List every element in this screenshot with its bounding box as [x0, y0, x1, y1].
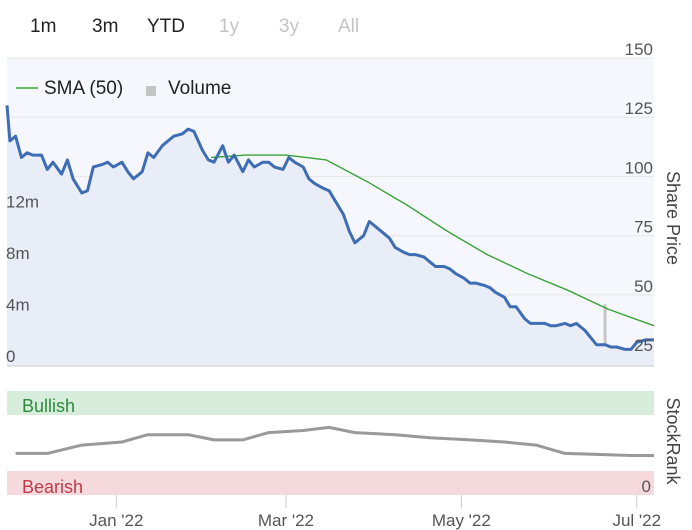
- share-price-axis-title: Share Price: [663, 171, 683, 265]
- volume-bar: [603, 304, 607, 366]
- chart-legend: SMA (50) Volume: [16, 78, 231, 99]
- volume-tick-label: 8m: [6, 244, 30, 263]
- sma-legend-label: SMA (50): [44, 78, 123, 99]
- price-tick-label: 150: [625, 40, 653, 59]
- range-ytd-button[interactable]: YTD: [147, 16, 185, 37]
- bullish-zone: [7, 391, 654, 415]
- volume-tick-label: 0: [6, 347, 15, 366]
- volume-tick-label: 4m: [6, 296, 30, 315]
- date-tick-label: May '22: [432, 511, 491, 530]
- bearish-zone: [7, 471, 654, 495]
- volume-legend-swatch: [146, 86, 156, 96]
- price-area-fill: [7, 105, 654, 367]
- time-range-selector: 1m 3m YTD 1y 3y All: [0, 0, 400, 56]
- share-price-line: [5, 105, 654, 351]
- range-all-button: All: [338, 16, 360, 37]
- range-1m-button[interactable]: 1m: [30, 16, 57, 37]
- price-tick-label: 50: [634, 277, 653, 296]
- range-3m-button[interactable]: 3m: [92, 16, 119, 37]
- date-tick-label: Jan '22: [89, 511, 143, 530]
- price-tick-label: 75: [634, 218, 653, 237]
- date-tick-label: Jul '22: [612, 511, 661, 530]
- stockrank-line: [15, 425, 654, 457]
- stockrank-zero-tick: 0: [642, 477, 651, 496]
- price-tick-label: 100: [625, 158, 653, 177]
- date-tick-label: Mar '22: [258, 511, 314, 530]
- date-axis: Jan '22 Mar '22 May '22 Jul '22: [89, 495, 661, 530]
- stockrank-axis-title: StockRank: [663, 397, 683, 485]
- bearish-label: Bearish: [22, 477, 83, 497]
- volume-tick-label: 12m: [6, 193, 39, 212]
- range-1y-button: 1y: [219, 16, 240, 37]
- bullish-label: Bullish: [22, 396, 75, 416]
- price-tick-label: 25: [634, 336, 653, 355]
- range-3y-button: 3y: [279, 16, 300, 37]
- volume-legend-label: Volume: [168, 78, 231, 99]
- volume-axis-ticks: 0 4m 8m 12m: [6, 193, 39, 366]
- price-axis-ticks: 25 50 75 100 125 150: [625, 40, 653, 355]
- sma-50-line: [211, 154, 655, 327]
- price-tick-label: 125: [625, 99, 653, 118]
